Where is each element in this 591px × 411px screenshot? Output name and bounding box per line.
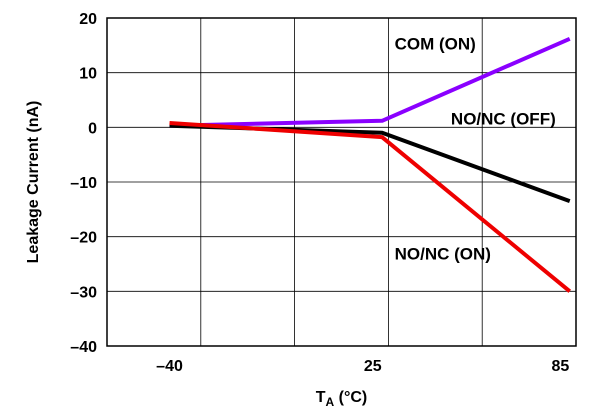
y-tick-label: –40: [70, 339, 97, 356]
x-axis-label-sub: A: [326, 395, 335, 409]
plot-frame: [106, 17, 577, 347]
x-tick-labels: –40 25 85: [156, 358, 569, 375]
y-tick-label: –30: [70, 284, 97, 301]
y-tick-labels: –40 –30 –20 –10 0 10 20: [70, 11, 97, 356]
annotations: COM (ON) NO/NC (OFF) NO/NC (ON): [395, 35, 556, 264]
y-tick-label: 0: [88, 120, 97, 137]
y-tick-label: –10: [70, 175, 97, 192]
y-tick-label: 10: [79, 66, 97, 83]
series-line: [169, 120, 572, 293]
x-tick-label: –40: [156, 358, 183, 375]
series-annotation: COM (ON): [395, 35, 476, 54]
series-annotation: NO/NC (OFF): [451, 110, 556, 129]
series-annotation: NO/NC (ON): [395, 245, 491, 264]
x-axis-label: TA (°C): [316, 389, 368, 409]
x-axis-label-unit: (°C): [334, 389, 367, 406]
series-line: [169, 36, 571, 128]
x-tick-label: 85: [551, 358, 569, 375]
series-lines: [169, 36, 572, 293]
y-tick-label: 20: [79, 11, 97, 28]
grid: [107, 18, 576, 346]
x-tick-label: 25: [364, 358, 382, 375]
x-axis-label-main: T: [316, 389, 326, 406]
y-axis-label: Leakage Current (nA): [25, 101, 42, 264]
y-tick-label: –20: [70, 230, 97, 247]
